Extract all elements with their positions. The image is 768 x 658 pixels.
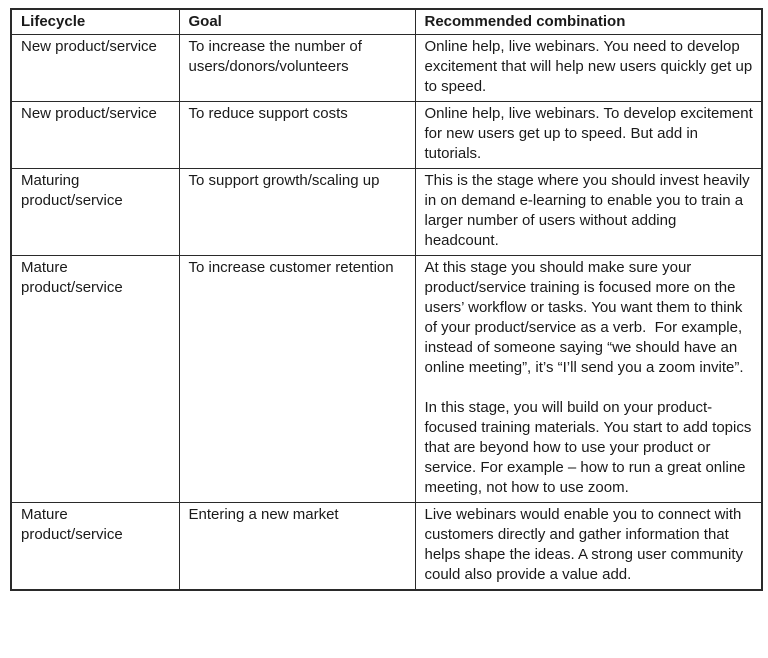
cell-recommendation: Online help, live webinars. You need to … xyxy=(414,34,763,102)
cell-lifecycle: Mature product/service xyxy=(10,502,180,591)
cell-goal: To increase customer retention xyxy=(178,255,416,503)
table-row: New product/service To reduce support co… xyxy=(10,101,763,169)
cell-goal: To reduce support costs xyxy=(178,101,416,169)
cell-lifecycle: New product/service xyxy=(10,101,180,169)
table-row: Mature product/service Entering a new ma… xyxy=(10,502,763,591)
lifecycle-goal-table: Lifecycle Goal Recommended combination N… xyxy=(10,8,763,591)
table-container: Lifecycle Goal Recommended combination N… xyxy=(10,8,763,591)
header-lifecycle: Lifecycle xyxy=(10,8,180,35)
cell-recommendation: This is the stage where you should inves… xyxy=(414,168,763,256)
header-recommended-combination: Recommended combination xyxy=(414,8,763,35)
cell-lifecycle: New product/service xyxy=(10,34,180,102)
table-row: Maturing product/service To support grow… xyxy=(10,168,763,256)
cell-goal: To increase the number of users/donors/v… xyxy=(178,34,416,102)
cell-goal: To support growth/scaling up xyxy=(178,168,416,256)
header-goal: Goal xyxy=(178,8,416,35)
cell-lifecycle: Mature product/service xyxy=(10,255,180,503)
cell-goal: Entering a new market xyxy=(178,502,416,591)
cell-recommendation: Online help, live webinars. To develop e… xyxy=(414,101,763,169)
table-row: New product/service To increase the numb… xyxy=(10,34,763,102)
cell-recommendation: At this stage you should make sure your … xyxy=(414,255,763,503)
table-header-row: Lifecycle Goal Recommended combination xyxy=(10,8,763,35)
table-row: Mature product/service To increase custo… xyxy=(10,255,763,503)
cell-recommendation: Live webinars would enable you to connec… xyxy=(414,502,763,591)
cell-lifecycle: Maturing product/service xyxy=(10,168,180,256)
